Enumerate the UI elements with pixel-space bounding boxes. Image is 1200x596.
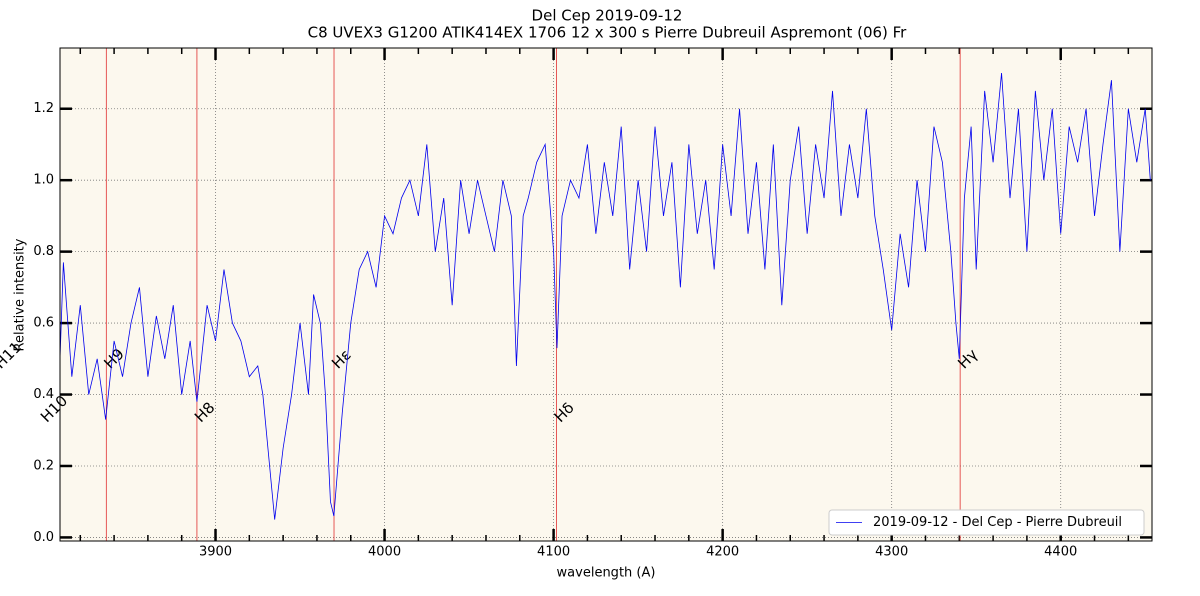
legend-box	[828, 509, 1145, 536]
x-tick-label: 4200	[706, 545, 739, 560]
plot-frame	[59, 47, 1153, 542]
x-tick-label: 4400	[1044, 545, 1077, 560]
y-tick-label: 1.2	[33, 101, 54, 116]
y-tick-label: 0.2	[33, 458, 54, 473]
y-tick-label: 0.0	[33, 530, 54, 545]
y-axis-label: Relative intensity	[13, 238, 28, 351]
chart-title: Del Cep 2019-09-12	[532, 7, 683, 25]
x-axis-label: wavelength (A)	[557, 566, 656, 581]
y-tick-label: 1.0	[33, 173, 54, 188]
y-tick-label: 0.6	[33, 316, 54, 331]
y-tick-label: 0.8	[33, 244, 54, 259]
x-tick-label: 4300	[875, 545, 908, 560]
x-tick-label: 3900	[199, 545, 232, 560]
legend-label: 2019-09-12 - Del Cep - Pierre Dubreuil	[873, 515, 1122, 530]
chart-subtitle: C8 UVEX3 G1200 ATIK414EX 1706 12 x 300 s…	[308, 24, 908, 42]
x-tick-label: 4000	[368, 545, 401, 560]
y-tick-label: 0.4	[33, 387, 54, 402]
plot-background	[60, 48, 1152, 541]
spectrum-line	[60, 72, 1151, 520]
x-tick-label: 4100	[537, 545, 570, 560]
